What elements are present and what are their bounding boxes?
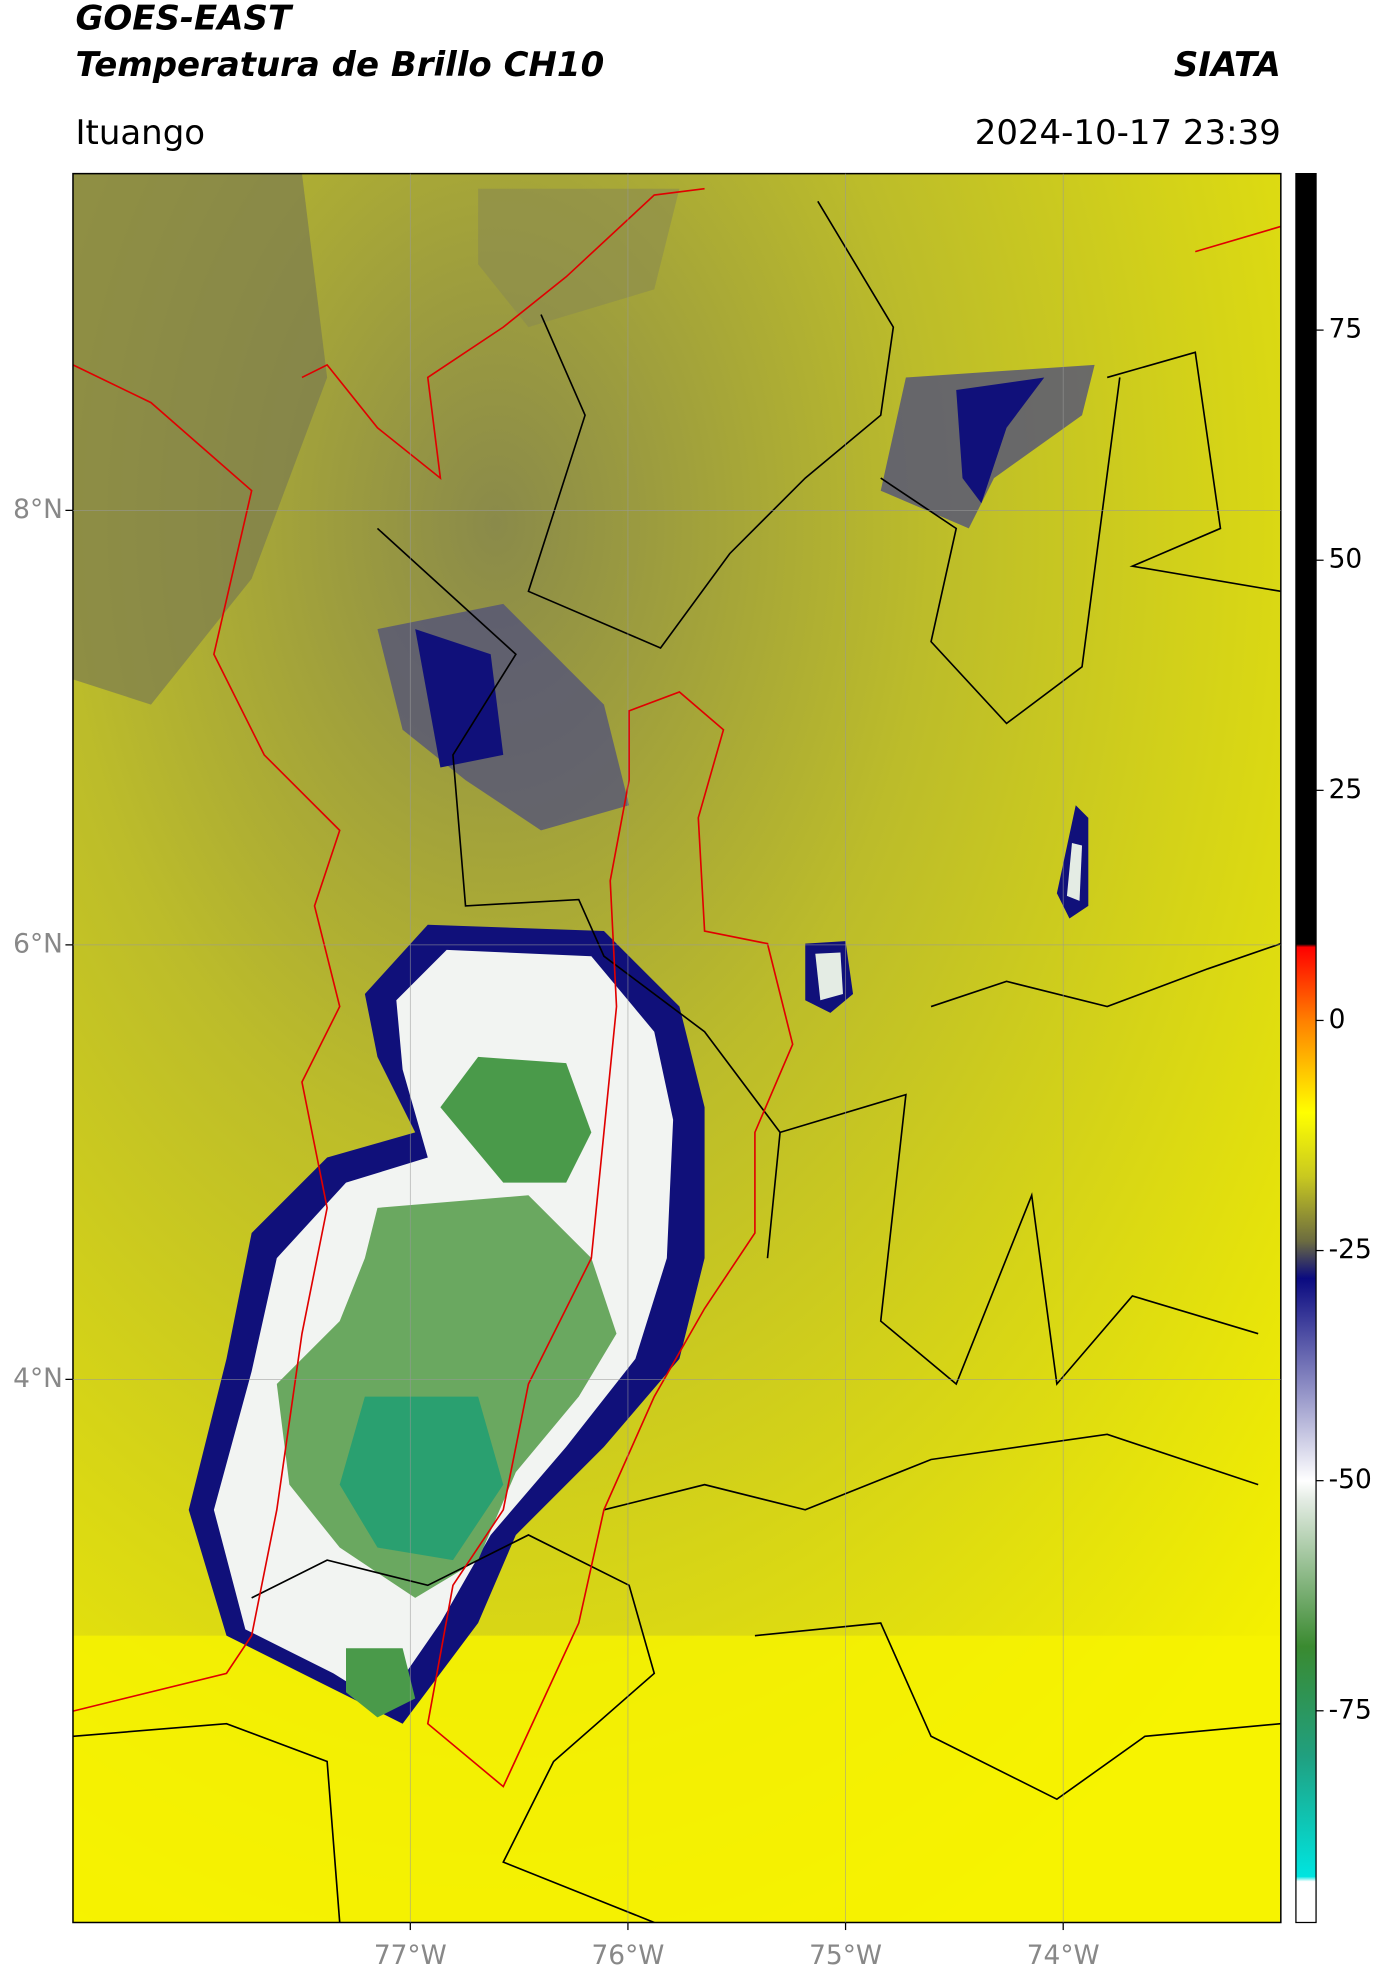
colorbar-tick-label: -75 — [1329, 1694, 1372, 1725]
subtitle: Temperatura de Brillo CH10 — [75, 45, 604, 85]
colorbar-tick-label: 50 — [1329, 544, 1363, 575]
colorbar-tick-label: 25 — [1329, 774, 1363, 805]
y-tick-label: 8°N — [13, 494, 63, 525]
colorbar-frame — [1295, 172, 1317, 1924]
datetime: 2024-10-17 23:39 — [975, 113, 1281, 153]
colorbar-tick-label: 75 — [1329, 314, 1363, 345]
colorbar-segment — [1295, 944, 1317, 948]
colorbar-segment — [1295, 1112, 1317, 1178]
location: Ituango — [75, 113, 205, 153]
source: SIATA — [1174, 45, 1281, 85]
x-tick-label: 75°W — [809, 1940, 882, 1971]
colorbar-segment — [1295, 1646, 1317, 1758]
colorbar-segment — [1295, 1278, 1317, 1482]
title: GOES-EAST — [75, 0, 293, 39]
colorbar-segment — [1295, 946, 1317, 1021]
x-tick-label: 76°W — [591, 1940, 664, 1971]
colorbar-tick-label: 0 — [1329, 1004, 1346, 1035]
x-tick-label: 77°W — [374, 1940, 447, 1971]
colorbar-segment — [1295, 1876, 1317, 1882]
x-tick-label: 74°W — [1027, 1940, 1100, 1971]
colorbar-segment — [1295, 173, 1317, 945]
y-tick-label: 4°N — [13, 1363, 63, 1394]
colorbar-segment — [1295, 1176, 1317, 1242]
map-frame — [72, 172, 1282, 1924]
colorbar-segment — [1295, 1241, 1317, 1279]
y-tick-label: 6°N — [13, 928, 63, 959]
map-image — [72, 173, 1281, 1923]
colorbar-segment — [1295, 1020, 1317, 1113]
colorbar-tick-label: -25 — [1329, 1234, 1372, 1265]
colorbar-segment — [1295, 1881, 1317, 1923]
colorbar-segment — [1295, 1756, 1317, 1877]
colorbar-tick-label: -50 — [1329, 1464, 1372, 1495]
colorbar-segment — [1295, 1499, 1317, 1647]
colorbar-segment — [1295, 1480, 1317, 1500]
